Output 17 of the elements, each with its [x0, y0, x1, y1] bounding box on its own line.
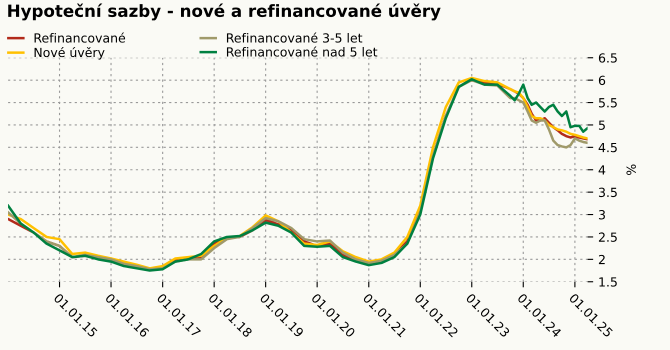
y-tick-label: 2 [598, 254, 605, 264]
y-tick-label: 5 [598, 120, 605, 130]
legend-label: Refinancované [34, 32, 126, 43]
y-tick-label: 4.5 [598, 142, 617, 152]
y-tick-label: 6 [598, 76, 606, 86]
legend-label: Refinancované 3-5 let [226, 32, 362, 43]
y-tick-label: 3.5 [598, 188, 617, 198]
y-tick-label: 4 [598, 165, 606, 174]
y-tick-label: 5.5 [598, 98, 617, 108]
legend-label: Refinancované nad 5 let [226, 46, 378, 57]
y-axis-title: % [626, 164, 636, 175]
y-tick-label: 6.5 [598, 53, 617, 63]
y-tick-label: 3 [598, 210, 605, 220]
y-tick-label: 1.5 [599, 277, 617, 287]
legend-label: Nové úvěry [34, 46, 105, 60]
chart-title: Hypoteční sazby - nové a refinancované úvěry [8, 4, 441, 20]
y-tick-label: 2.5 [598, 232, 617, 242]
